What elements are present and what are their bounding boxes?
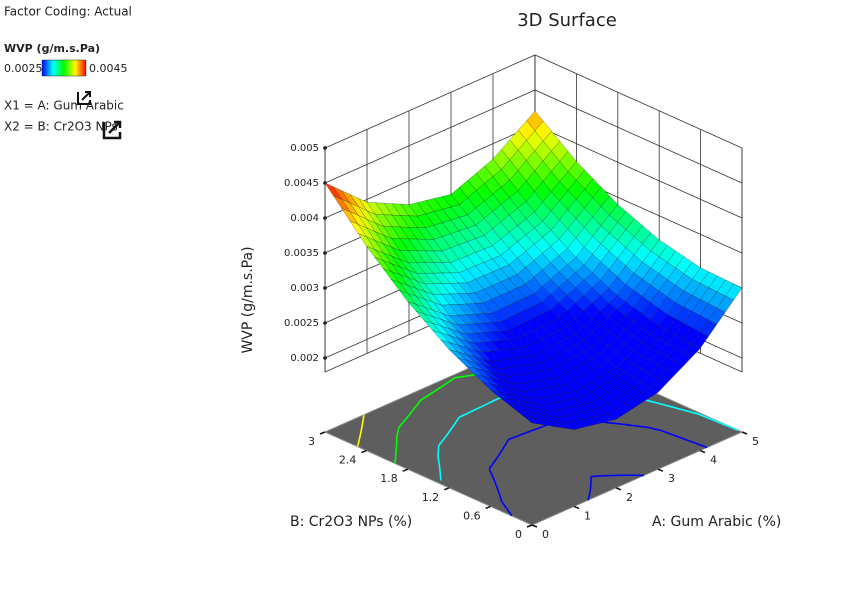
z-tick-label: 0.005 bbox=[290, 143, 319, 154]
z-axis-label: WVP (g/m.s.Pa) bbox=[240, 246, 256, 353]
x-tick-mark bbox=[741, 431, 748, 435]
y-tick-label: 1.2 bbox=[422, 491, 440, 504]
x-axis-label: A: Gum Arabic (%) bbox=[652, 514, 781, 530]
colorbar-max: 0.0045 bbox=[89, 62, 128, 75]
y-axis-label: B: Cr2O3 NPs (%) bbox=[290, 514, 412, 530]
z-tick-label: 0.0025 bbox=[284, 318, 319, 329]
x-tick-mark bbox=[615, 487, 622, 491]
x-tick-mark bbox=[657, 468, 664, 472]
y-tick-label: 3 bbox=[308, 435, 315, 448]
z-tick-label: 0.0035 bbox=[284, 248, 319, 259]
z-tick-label: 0.003 bbox=[290, 283, 319, 294]
y-tick-label: 0 bbox=[515, 528, 522, 541]
tick-labels: 0.002 0.0025 0.003 0.0035 0.004 0.0045 0.005 0 1… bbox=[284, 143, 759, 541]
y-tick-mark bbox=[402, 468, 409, 472]
z-tick-label: 0.002 bbox=[290, 353, 319, 364]
x-tick-label: 0 bbox=[542, 528, 549, 541]
y-tick-mark bbox=[319, 431, 326, 435]
export-icon[interactable] bbox=[77, 91, 91, 105]
y-tick-mark bbox=[485, 505, 491, 510]
x-tick-label: 1 bbox=[584, 509, 591, 522]
export-icon[interactable] bbox=[102, 120, 122, 140]
y-tick-mark bbox=[526, 524, 533, 528]
chart-title: 3D Surface bbox=[517, 10, 617, 31]
z-tick-label: 0.0045 bbox=[284, 178, 319, 189]
colorbar-title: WVP (g/m.s.Pa) bbox=[4, 42, 100, 55]
x-tick-mark bbox=[531, 524, 538, 528]
y-tick-mark bbox=[443, 487, 450, 491]
x-tick-label: 4 bbox=[710, 454, 717, 467]
factor-coding: Factor Coding: Actual bbox=[4, 5, 132, 19]
y-tick-label: 1.8 bbox=[380, 472, 398, 485]
surface bbox=[324, 110, 743, 430]
x-tick-label: 5 bbox=[752, 435, 759, 448]
surface-patch bbox=[523, 416, 542, 425]
colorbar bbox=[41, 59, 87, 77]
x-tick-mark bbox=[699, 449, 706, 454]
colorbar-min: 0.0025 bbox=[4, 62, 43, 75]
y-tick-label: 0.6 bbox=[463, 509, 481, 522]
contour-line bbox=[587, 474, 645, 501]
x-tick-label: 3 bbox=[668, 472, 675, 485]
x-tick-label: 2 bbox=[626, 491, 633, 504]
factor-x2: X2 = B: Cr2O3 NPs bbox=[4, 120, 118, 134]
y-tick-label: 2.4 bbox=[339, 454, 357, 467]
y-tick-mark bbox=[361, 449, 367, 454]
factor-x1: X1 = A: Gum Arabic bbox=[4, 99, 124, 113]
z-tick-label: 0.004 bbox=[290, 213, 319, 224]
x-tick-mark bbox=[573, 505, 580, 510]
